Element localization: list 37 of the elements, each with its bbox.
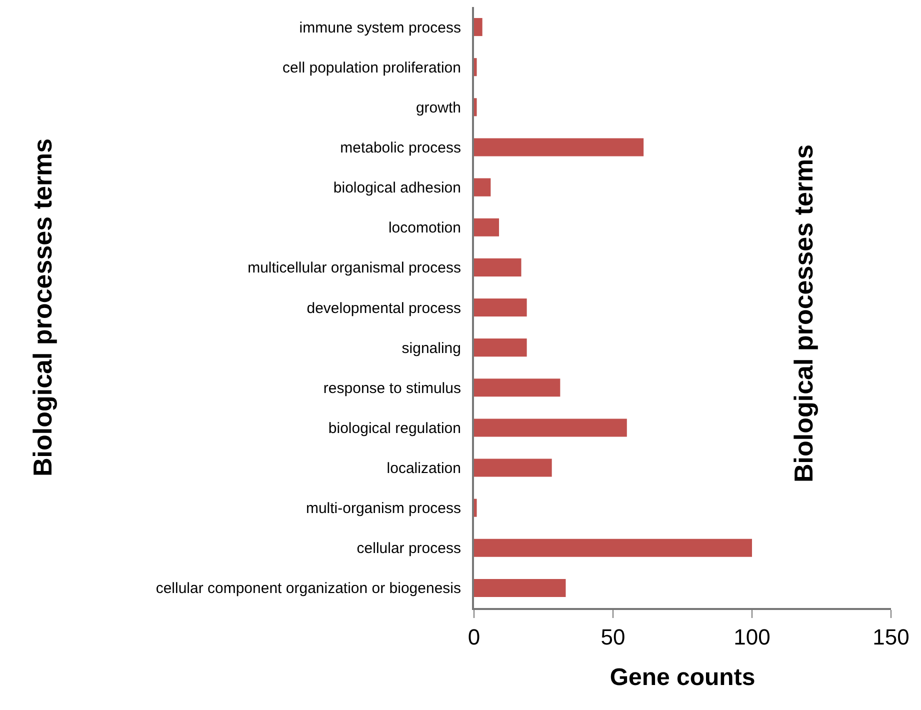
y-tick-label: developmental process: [306, 300, 461, 317]
x-tick-label: 100: [734, 624, 770, 650]
y-tick-label: cellular component organization or biogenesis: [156, 580, 461, 598]
bar: [474, 18, 482, 36]
y-tick-label: immune system process: [299, 19, 461, 36]
x-tick-label: 150: [872, 624, 910, 650]
y-tick-label: multicellular organismal process: [248, 260, 461, 277]
x-tick-label: 0: [468, 624, 480, 650]
x-tick-label: 50: [600, 624, 626, 650]
bar: [474, 338, 527, 357]
bar: [474, 58, 477, 76]
y-tick-label: metabolic process: [340, 139, 461, 156]
bar: [474, 418, 627, 437]
y-tick-label: biological adhesion: [333, 180, 461, 197]
bar: [474, 258, 522, 276]
y-tick-label: cell population proliferation: [282, 59, 461, 76]
y-tick-label: multi-organism process: [306, 500, 461, 518]
bar: [474, 218, 500, 236]
bar: [474, 98, 477, 116]
bar: [474, 138, 644, 156]
bar: [474, 498, 477, 517]
y-axis-title: Biological processes terms: [28, 138, 58, 476]
y-tick-label: biological regulation: [328, 420, 461, 437]
bar: [474, 538, 752, 557]
y2-axis-title: Biological processes terms: [788, 144, 818, 483]
y-tick-label: cellular process: [356, 540, 461, 558]
y-tick-label: locomotion: [388, 220, 461, 237]
bar: [474, 458, 552, 477]
x-axis-title: Gene counts: [610, 664, 756, 692]
y-tick-label: response to stimulus: [323, 380, 461, 397]
y-tick-label: localization: [386, 460, 461, 478]
y-tick-label: growth: [416, 99, 461, 116]
bar: [474, 178, 491, 196]
y-tick-label: signaling: [402, 340, 461, 357]
bar: [474, 578, 566, 597]
bar: [474, 298, 527, 317]
bar: [474, 378, 560, 397]
